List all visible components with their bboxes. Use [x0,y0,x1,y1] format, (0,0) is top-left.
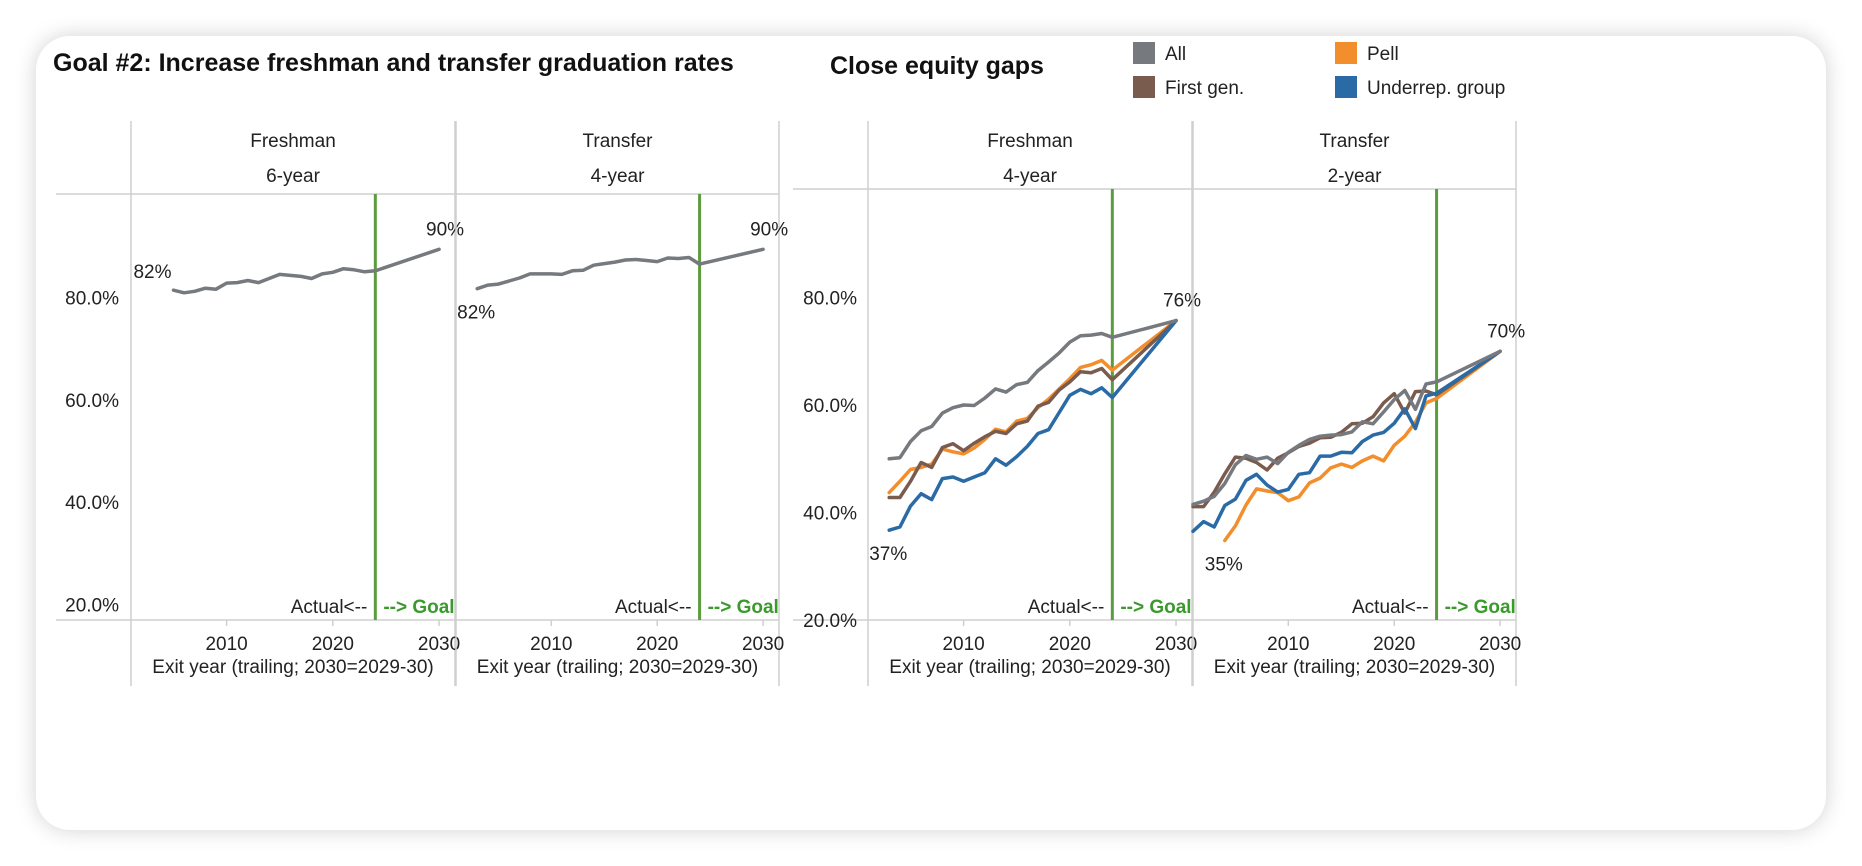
y-tick-label: 20.0% [65,596,119,617]
end-value-label: 90% [426,219,464,240]
chart-panel-3: Freshman 4-year 80.0% 60.0% 40.0% 20.0% 2010 20… [793,121,1201,686]
chart-canvas: Goal #2: Increase freshman and transfer … [53,42,1525,686]
legend-label-underrep-group: Underrep. group [1367,78,1505,99]
end-value-label: 70% [1487,321,1525,342]
y-tick-label: 80.0% [803,289,857,310]
y-tick-label: 20.0% [803,611,857,632]
panel-header-duration: 6-year [266,166,321,187]
x-tick-label: 2010 [942,634,984,655]
x-tick-label: 2030 [742,634,784,655]
legend-swatch-all [1133,42,1155,64]
start-value-label: 37% [869,544,907,565]
x-tick-label: 2030 [1155,634,1197,655]
right-section-title: Close equity gaps [830,52,1044,80]
y-tick-label: 80.0% [65,288,119,309]
legend-label-all: All [1165,44,1186,65]
legend-swatch-pell [1335,42,1357,64]
actual-annotation: Actual<-- [1028,597,1105,618]
x-tick-label: 2020 [636,634,678,655]
legend-label-first-gen: First gen. [1165,78,1244,99]
y-tick-label: 60.0% [803,396,857,417]
x-tick-label: 2020 [1373,634,1415,655]
goal-annotation: --> Goal [708,597,779,618]
x-tick-label: 2010 [205,634,247,655]
start-value-label: 35% [1205,554,1243,575]
actual-annotation: Actual<-- [615,597,692,618]
y-tick-label: 40.0% [803,504,857,525]
legend-label-pell: Pell [1367,44,1399,65]
goal-annotation: --> Goal [1445,597,1516,618]
series-line-all [475,247,765,291]
x-axis-title: Exit year (trailing; 2030=2029-30) [889,657,1170,678]
goal-annotation: --> Goal [1120,597,1191,618]
x-tick-label: 2010 [530,634,572,655]
panel-header-group: Transfer [1319,131,1390,152]
y-tick-label: 60.0% [65,391,119,412]
series-line-all [1191,349,1502,507]
series-line-urg [887,318,1178,532]
series-line-all [171,247,441,295]
x-axis-title: Exit year (trailing; 2030=2029-30) [477,657,758,678]
x-axis-title: Exit year (trailing; 2030=2029-30) [152,657,433,678]
panel-header-group: Transfer [582,131,653,152]
x-tick-label: 2020 [1049,634,1091,655]
start-value-label: 82% [133,262,171,283]
x-tick-label: 2020 [312,634,354,655]
x-axis-title: Exit year (trailing; 2030=2029-30) [1214,657,1495,678]
panel-header-group: Freshman [250,131,336,152]
x-tick-label: 2010 [1267,634,1309,655]
chart-panel-1: Freshman 6-year 80.0% 60.0% 40.0% 20.0% 2010 20… [56,121,464,686]
panel-header-group: Freshman [987,131,1073,152]
start-value-label: 82% [457,303,495,324]
x-tick-label: 2030 [1479,634,1521,655]
dashboard-card: Goal #2: Increase freshman and transfer … [36,36,1826,830]
panel-header-duration: 4-year [591,166,646,187]
chart-panels: Freshman 6-year 80.0% 60.0% 40.0% 20.0% 2010 20… [56,121,1525,686]
series-line-pell [1223,349,1502,543]
y-tick-label: 40.0% [65,493,119,514]
actual-annotation: Actual<-- [291,597,368,618]
legend: All Pell First gen. Underrep. group [1133,42,1505,99]
left-section-title: Goal #2: Increase freshman and transfer … [53,49,734,77]
goal-annotation: --> Goal [383,597,454,618]
end-value-label: 90% [750,219,788,240]
series-line-urg [1191,349,1502,534]
panel-header-duration: 2-year [1328,166,1383,187]
panel-header-duration: 4-year [1003,166,1058,187]
legend-swatch-underrep-group [1335,76,1357,98]
actual-annotation: Actual<-- [1352,597,1429,618]
series-line-firstgen [887,318,1178,500]
series-line-all [887,318,1178,461]
end-value-label: 76% [1163,291,1201,312]
legend-swatch-first-gen [1133,76,1155,98]
x-tick-label: 2030 [418,634,460,655]
